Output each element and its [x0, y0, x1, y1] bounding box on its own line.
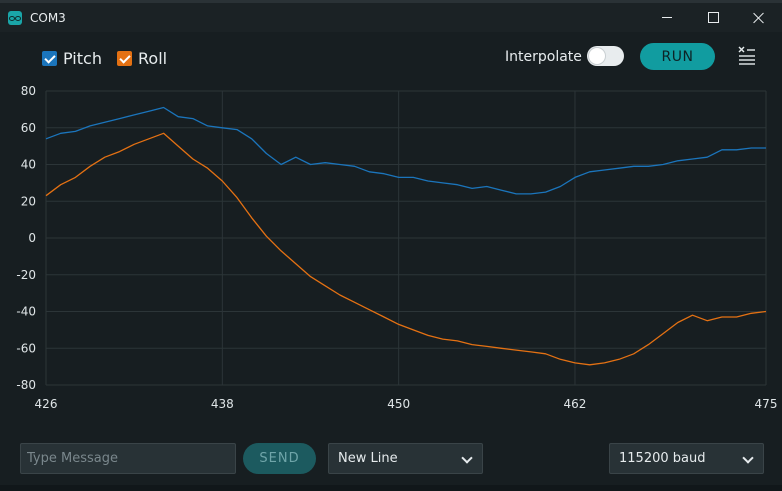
close-button[interactable] [736, 3, 782, 32]
y-tick-label: -80 [16, 378, 36, 392]
x-tick-label: 438 [211, 397, 234, 411]
series-line-pitch [45, 106, 766, 195]
message-bar: SEND New Line 115200 baud [0, 441, 782, 477]
pitch-label: Pitch [63, 49, 102, 68]
y-tick-label: -60 [16, 341, 36, 355]
y-tick-label: 80 [21, 84, 36, 98]
x-tick-label: 450 [387, 397, 410, 411]
clear-plot-icon[interactable] [738, 46, 756, 66]
maximize-icon [707, 12, 719, 23]
interpolate-switch[interactable] [587, 46, 624, 66]
x-axis-ticks: 426 438 450 462 475 [35, 397, 778, 411]
line-ending-select[interactable]: New Line [328, 443, 483, 474]
y-tick-label: -20 [16, 268, 36, 282]
pitch-toggle[interactable]: Pitch [42, 49, 102, 68]
top-edge [0, 0, 782, 3]
series-line-roll [45, 132, 767, 366]
line-chart: 80 60 40 20 0 -20 -40 -60 -80 426 438 450 462 475 [16, 84, 778, 411]
roll-toggle[interactable]: Roll [117, 49, 167, 68]
x-tick-label: 426 [35, 397, 58, 411]
minimize-icon [662, 17, 672, 18]
run-button[interactable]: RUN [640, 43, 715, 70]
roll-label: Roll [138, 49, 168, 68]
y-tick-label: -40 [16, 305, 36, 319]
switch-knob [589, 48, 605, 64]
window-title: COM3 [30, 10, 66, 25]
baud-rate-value: 115200 baud [619, 451, 706, 466]
plot-area: 80 60 40 20 0 -20 -40 -60 -80 426 438 450 462 475 [0, 84, 782, 414]
series-lines [45, 106, 767, 366]
checkmark-icon [118, 51, 131, 64]
checkmark-icon [43, 51, 56, 64]
chevron-down-icon [461, 452, 473, 464]
message-input[interactable] [20, 443, 236, 474]
roll-checkbox[interactable] [117, 51, 132, 66]
plotter-toolbar: Pitch Roll Interpolate RUN [0, 32, 782, 84]
baud-rate-select[interactable]: 115200 baud [609, 443, 764, 474]
title-bar: COM3 [0, 3, 782, 32]
x-tick-label: 475 [755, 397, 778, 411]
y-axis-ticks: 80 60 40 20 0 -20 -40 -60 -80 [16, 84, 36, 392]
maximize-button[interactable] [690, 3, 736, 32]
close-icon [753, 12, 765, 24]
pitch-checkbox[interactable] [42, 51, 57, 66]
x-tick-label: 462 [564, 397, 587, 411]
window-controls [644, 3, 782, 32]
interpolate-label: Interpolate [505, 49, 582, 65]
line-ending-value: New Line [338, 451, 398, 466]
chart-grid [45, 90, 767, 386]
send-button[interactable]: SEND [243, 443, 316, 474]
y-tick-label: 40 [21, 158, 36, 172]
y-tick-label: 60 [21, 121, 36, 135]
chevron-down-icon [742, 452, 754, 464]
y-tick-label: 20 [21, 194, 36, 208]
minimize-button[interactable] [644, 3, 690, 32]
arduino-app-icon [8, 10, 22, 25]
y-tick-label: 0 [28, 231, 36, 245]
bottom-edge [0, 485, 782, 491]
